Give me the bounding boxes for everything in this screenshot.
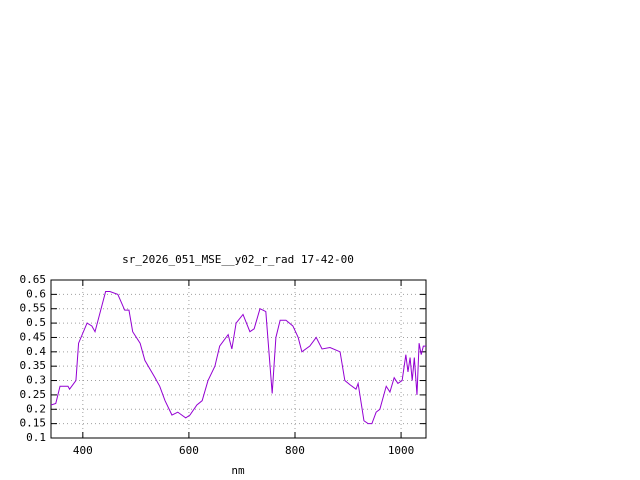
y-tick-label: 0.45 — [20, 330, 47, 343]
x-tick-label: 1000 — [388, 444, 415, 457]
y-tick-label: 0.4 — [26, 345, 46, 358]
y-tick-label: 0.15 — [20, 417, 47, 430]
y-tick-label: 0.55 — [20, 302, 47, 315]
y-tick-label: 0.6 — [26, 287, 46, 300]
x-axis-label: nm — [231, 464, 245, 477]
plot-frame — [50, 279, 427, 439]
x-tick-label: 800 — [285, 444, 305, 457]
x-tick-label: 600 — [179, 444, 199, 457]
y-tick-label: 0.25 — [20, 388, 47, 401]
y-tick-label: 0.2 — [26, 402, 46, 415]
x-tick-label: 400 — [73, 444, 93, 457]
y-tick-label: 0.3 — [26, 374, 46, 387]
y-tick-label: 0.5 — [26, 316, 46, 329]
data-line — [50, 290, 426, 425]
y-tick-label: 0.35 — [20, 359, 47, 372]
y-tick-label: 0.65 — [20, 273, 47, 286]
y-tick-label: 0.1 — [26, 431, 46, 444]
chart-title: sr_2026_051_MSE__y02_r_rad 17-42-00 — [122, 253, 354, 266]
